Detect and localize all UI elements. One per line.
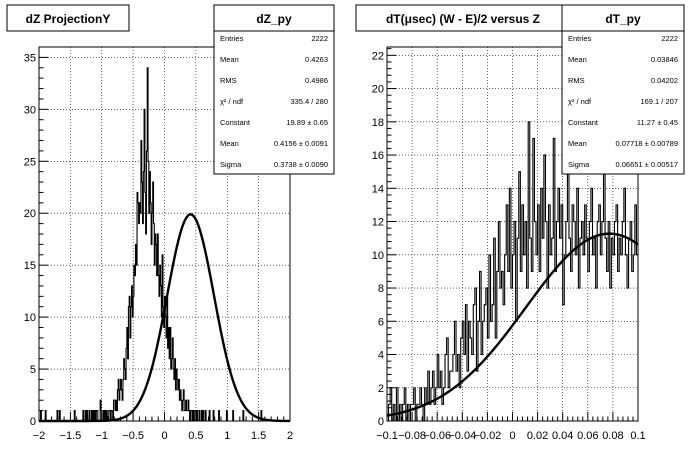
left-stats-rows: Entries 2222 Mean 0.4263 RMS 0.4986 χ² / ndf 33… <box>220 34 328 169</box>
right-chart-title: dT(μsec) (W - E)/2 versus Z <box>386 12 540 26</box>
x-tick-label: −0.08 <box>398 430 426 442</box>
stats-row-value: 169.1 / 207 <box>640 97 678 106</box>
stats-row-value: 0.03846 <box>651 55 678 64</box>
stats-row-label: Mean <box>220 55 239 64</box>
right-pad: −0.1 −0.08−0.06−0.04−0.02 0 0.02 0.04 0.06 0.0… <box>348 0 696 472</box>
y-tick-label: 0 <box>378 416 384 428</box>
y-tick-label: 8 <box>378 283 384 295</box>
stats-row-label: Constant <box>220 118 251 127</box>
stats-row-value: 0.4156 ± 0.0091 <box>274 139 328 148</box>
stats-row-value: 0.04202 <box>651 76 678 85</box>
left-title-box: dZ ProjectionY <box>6 4 130 32</box>
y-tick-label: 16 <box>372 150 384 162</box>
left-title-frame <box>6 4 130 32</box>
stats-row-label: RMS <box>568 76 585 85</box>
y-tick-label: 2 <box>378 383 384 395</box>
x-tick-label: 0 <box>161 430 167 442</box>
x-tick-label: −1.5 <box>60 430 82 442</box>
stats-row-value: 2222 <box>311 34 328 43</box>
histogram-outline <box>387 121 638 422</box>
x-tick-label: −0.5 <box>122 430 144 442</box>
stats-row-label: RMS <box>220 76 237 85</box>
y-tick-label: 4 <box>378 350 384 362</box>
stats-row-label: χ² / ndf <box>220 97 244 106</box>
stats-row-value: 11.27 ± 0.45 <box>637 118 678 127</box>
y-tick-label: 22 <box>372 50 384 62</box>
x-tick-label: −1 <box>95 430 108 442</box>
x-tick-label: 0.04 <box>552 430 573 442</box>
stats-row-label: Constant <box>568 118 599 127</box>
x-tick-label: 1 <box>224 430 230 442</box>
stats-row-label: Sigma <box>220 160 242 169</box>
y-tick-label: 5 <box>30 364 36 376</box>
y-tick-label: 20 <box>24 208 36 220</box>
right-stats-rows: Entries 2222 Mean 0.03846 RMS 0.04202 χ² / ndf… <box>568 34 678 169</box>
right-stats-frame <box>561 4 685 175</box>
right-x-axis: −0.1 −0.08−0.06−0.04−0.02 0 0.02 0.04 0.06 0.0… <box>376 412 646 442</box>
stats-row-value: 2222 <box>661 34 678 43</box>
stats-row-value: 0.07718 ± 0.00789 <box>615 139 678 148</box>
right-stats-box: dT_py Entries 2222 Mean 0.03846 RMS 0.04202 χ²… <box>561 4 685 175</box>
left-stats-frame <box>213 4 335 175</box>
right-stats-name: dT_py <box>605 12 641 26</box>
stats-row-value: 19.89 ± 0.65 <box>286 118 328 127</box>
left-chart-title: dZ ProjectionY <box>26 12 111 26</box>
x-tick-label: 0.1 <box>630 430 645 442</box>
stats-row-value: 0.06651 ± 0.00517 <box>615 160 678 169</box>
y-tick-label: 20 <box>372 84 384 96</box>
left-y-axis: 0 5 10 15 20 25 30 35 <box>24 46 48 428</box>
x-tick-label: 0.02 <box>527 430 548 442</box>
stats-row-label: Sigma <box>568 160 590 169</box>
y-tick-label: 25 <box>24 156 36 168</box>
x-tick-label: −0.06 <box>423 430 451 442</box>
left-pad: −2 −1.5 −1 −0.5 0 0.5 1 1.5 2 0 5 10 15 20 25 30 35 dZ … <box>6 4 335 442</box>
stats-row-value: 0.3738 ± 0.0090 <box>274 160 328 169</box>
x-tick-label: −0.02 <box>473 430 501 442</box>
stats-row-label: Mean <box>568 139 587 148</box>
stats-row-label: χ² / ndf <box>568 97 592 106</box>
y-tick-label: 12 <box>372 217 384 229</box>
right-histogram <box>387 121 638 422</box>
stats-row-value: 0.4263 <box>305 55 328 64</box>
y-tick-label: 10 <box>24 312 36 324</box>
stats-row-label: Entries <box>568 34 592 43</box>
y-tick-label: 6 <box>378 316 384 328</box>
y-tick-label: 14 <box>372 183 384 195</box>
y-tick-label: 35 <box>24 52 36 64</box>
right-fit-curve <box>386 232 639 417</box>
y-tick-label: 15 <box>24 260 36 272</box>
right-y-axis: 0 2 4 6 8 10 12 14 16 18 20 22 <box>372 48 396 428</box>
x-tick-label: 0.06 <box>577 430 598 442</box>
x-tick-label: 0.5 <box>188 430 203 442</box>
left-stats-name: dZ_py <box>256 12 292 26</box>
y-tick-label: 0 <box>30 416 36 428</box>
y-tick-label: 18 <box>372 117 384 129</box>
left-x-axis: −2 −1.5 −1 −0.5 0 0.5 1 1.5 2 <box>33 412 293 442</box>
stats-row-value: 0.4986 <box>305 76 328 85</box>
stats-row-label: Mean <box>220 139 239 148</box>
x-tick-label: −0.1 <box>376 430 398 442</box>
right-title-frame <box>355 4 571 32</box>
y-tick-label: 30 <box>24 104 36 116</box>
stats-row-label: Entries <box>220 34 244 43</box>
stats-row-value: 335.4 / 280 <box>290 97 328 106</box>
x-tick-label: 2 <box>287 430 293 442</box>
x-tick-label: −0.04 <box>448 430 476 442</box>
x-tick-label: 0.08 <box>602 430 623 442</box>
y-tick-label: 10 <box>372 250 384 262</box>
right-title-box: dT(μsec) (W - E)/2 versus Z <box>355 4 571 32</box>
x-tick-label: 0 <box>509 430 515 442</box>
x-tick-label: 1.5 <box>251 430 266 442</box>
x-tick-label: −2 <box>33 430 46 442</box>
stats-row-label: Mean <box>568 55 587 64</box>
left-stats-box: dZ_py Entries 2222 Mean 0.4263 RMS 0.4986 χ² /… <box>213 4 335 175</box>
